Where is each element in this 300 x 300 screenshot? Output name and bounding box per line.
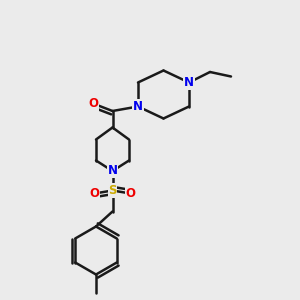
Text: S: S (108, 184, 117, 197)
Text: O: O (89, 187, 100, 200)
Text: N: N (133, 100, 143, 113)
Text: O: O (88, 97, 98, 110)
Text: N: N (107, 164, 118, 178)
Text: O: O (125, 187, 136, 200)
Text: N: N (184, 76, 194, 89)
